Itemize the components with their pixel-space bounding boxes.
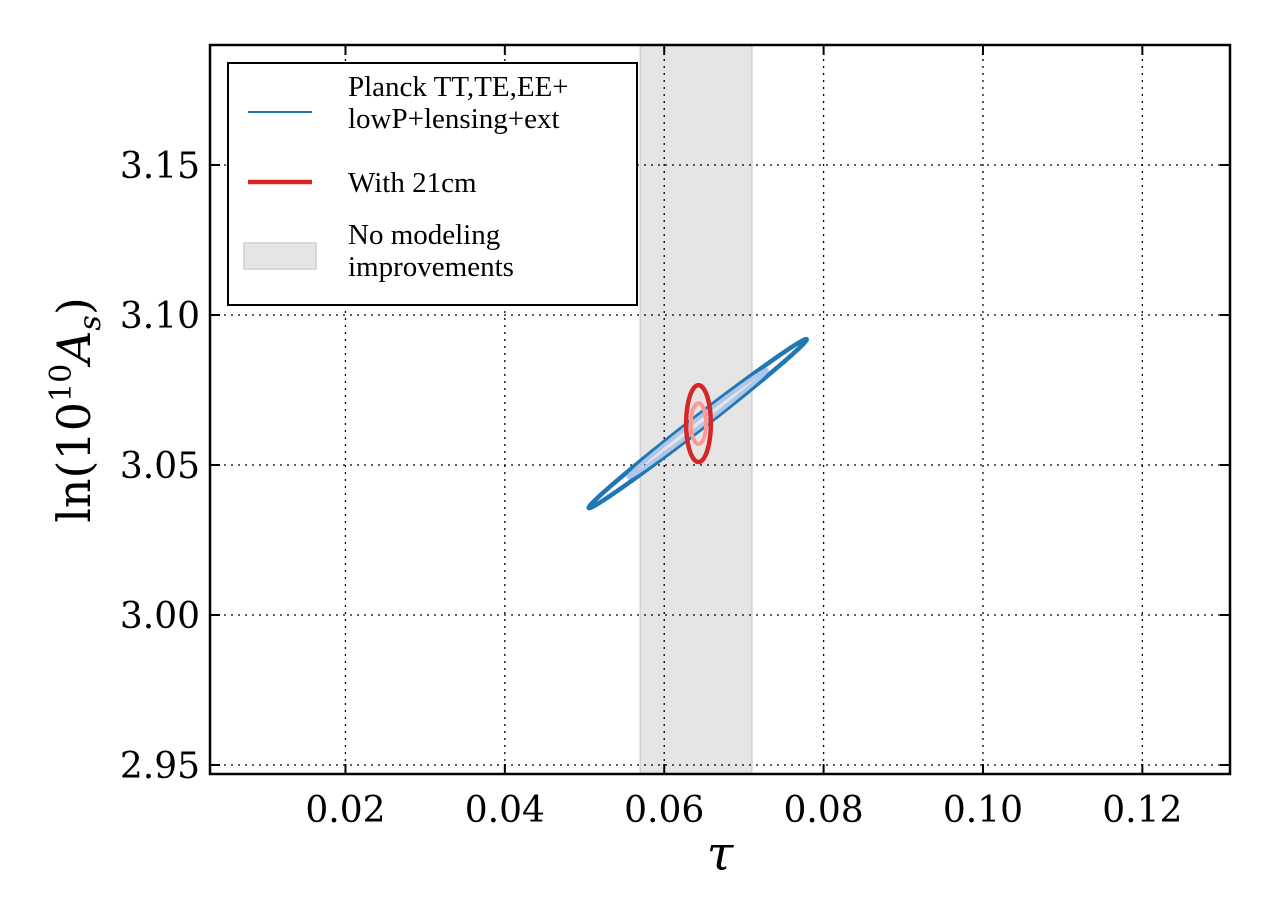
y-axis-label-var: A xyxy=(47,331,101,368)
y-axis-label: ln(1010As) xyxy=(44,297,108,523)
contour-series1-68pct xyxy=(688,401,709,446)
legend-label-2-1: improvements xyxy=(348,251,514,283)
contour-series0-68pct xyxy=(626,368,769,480)
legend-symbol-2 xyxy=(243,242,317,270)
legend-label-0-0: Planck TT,TE,EE+ xyxy=(348,71,569,103)
y-tick-label-4: 3.15 xyxy=(120,146,200,187)
x-tick-label-1: 0.04 xyxy=(465,790,545,831)
band-region xyxy=(639,44,753,775)
y-tick-label-1: 3.00 xyxy=(120,596,200,637)
y-tick-label-3: 3.10 xyxy=(120,296,200,337)
tick-layer: 0.02 0.04 0.06 0.08 0.10 0.12 2.95 3.00 3.05 3.10… xyxy=(120,45,1230,831)
plot-frame xyxy=(208,43,1232,776)
legend: Planck TT,TE,EE+lowP+lensing+ext With 21c… xyxy=(227,62,638,306)
legend-label-0-1: lowP+lensing+ext xyxy=(348,103,560,135)
band-layer xyxy=(639,44,753,775)
contour-series1-95pct xyxy=(683,382,714,465)
y-axis-label-suffix: ) xyxy=(47,297,101,315)
legend-label-2-0: No modeling xyxy=(348,219,500,251)
y-tick-label-0: 2.95 xyxy=(120,746,200,787)
y-axis-label-sub: s xyxy=(73,315,108,330)
y-axis-label-sup: 10 xyxy=(44,364,79,402)
x-tick-label-0: 0.02 xyxy=(305,790,385,831)
contour-layer xyxy=(586,336,809,511)
x-tick-label-4: 0.10 xyxy=(943,790,1023,831)
x-tick-label-2: 0.06 xyxy=(624,790,704,831)
contour-series0-95pct xyxy=(586,336,809,511)
x-tick-label-5: 0.12 xyxy=(1102,790,1182,831)
x-axis-label: τ xyxy=(707,826,735,882)
y-axis-label-prefix: ln(10 xyxy=(47,402,101,523)
x-tick-label-3: 0.08 xyxy=(784,790,864,831)
legend-entries: Planck TT,TE,EE+lowP+lensing+ext With 21c… xyxy=(243,71,569,283)
legend-label-1-0: With 21cm xyxy=(348,167,477,199)
y-tick-label-2: 3.05 xyxy=(120,446,200,487)
